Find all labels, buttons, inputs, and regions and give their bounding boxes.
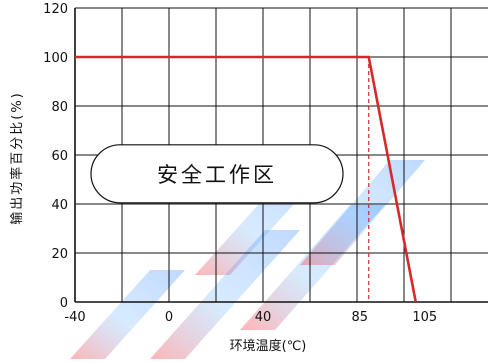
- x-tick-label: 105: [412, 310, 437, 325]
- x-tick-label: 0: [165, 310, 173, 325]
- annotation-label: 安全工作区: [157, 163, 277, 187]
- annotations: 安全工作区: [91, 145, 343, 203]
- y-tick-label: 40: [51, 198, 68, 213]
- y-tick-label: 20: [51, 247, 68, 262]
- y-tick-label: 100: [43, 51, 68, 66]
- y-tick-label: 60: [51, 149, 68, 164]
- y-tick-label: 120: [43, 2, 68, 17]
- x-axis-title: 环境温度(℃): [230, 338, 307, 354]
- y-tick-label: 80: [51, 100, 68, 115]
- y-axis-title: 输出功率百分比(%): [9, 91, 25, 225]
- x-tick-label: -40: [64, 310, 85, 325]
- x-tick-label: 85: [351, 310, 368, 325]
- y-tick-labels: 0 20 40 60 80 100 120: [43, 2, 68, 311]
- x-tick-label: 40: [255, 310, 272, 325]
- y-tick-label: 0: [60, 296, 68, 311]
